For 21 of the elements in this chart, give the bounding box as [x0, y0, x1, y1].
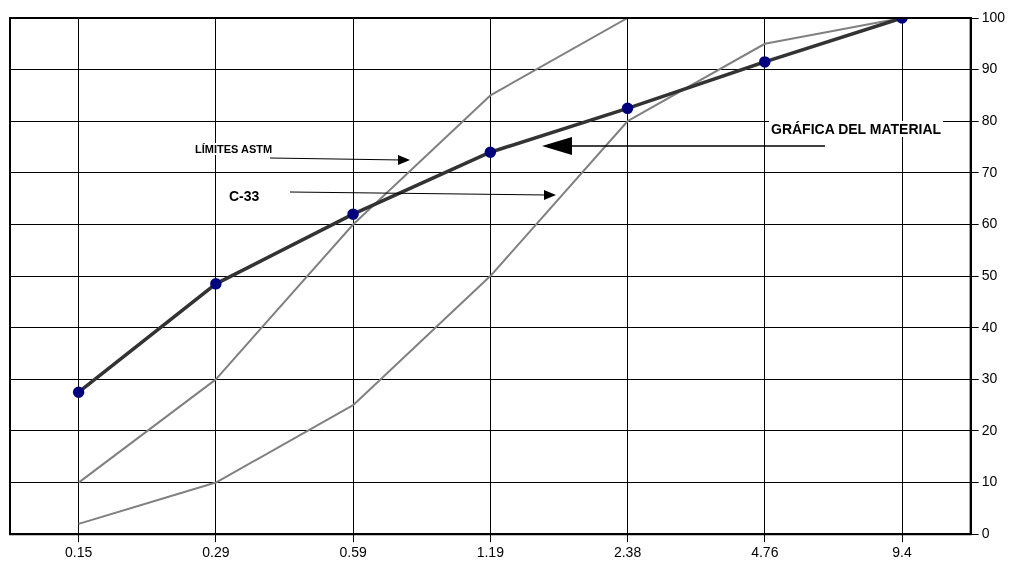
y-tick-label: 0 [981, 525, 990, 542]
y-tick-label: 90 [981, 60, 998, 77]
y-tick-label: 40 [981, 318, 998, 335]
y-tick-label: 10 [981, 473, 998, 490]
annotation: LÍMITES ASTM [193, 143, 275, 155]
x-tick-label: 0.15 [64, 544, 93, 561]
y-tick-label: 80 [981, 112, 998, 129]
x-tick-label: 1.19 [476, 544, 505, 561]
x-tick-label: 4.76 [751, 544, 779, 561]
annotation: GRÁFICA DEL MATERIAL [769, 121, 944, 137]
y-tick-label: 70 [981, 163, 998, 180]
x-tick-label: 0.29 [202, 544, 230, 561]
x-tick-label: 2.38 [613, 544, 642, 561]
y-tick-label: 100 [981, 8, 1006, 25]
y-tick-label: 30 [981, 370, 998, 387]
x-tick-label: 0.59 [339, 544, 367, 561]
y-tick-label: 50 [981, 266, 998, 283]
y-tick-label: 60 [981, 215, 998, 232]
annotation: C-33 [227, 188, 262, 204]
y-tick-label: 20 [981, 421, 998, 438]
x-tick-label: 9.4 [892, 544, 912, 561]
